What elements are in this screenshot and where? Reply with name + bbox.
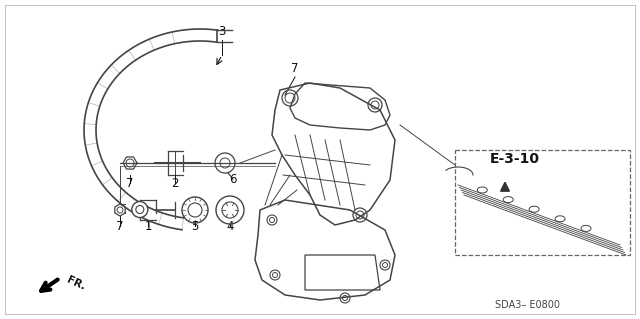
Text: 5: 5: [191, 220, 198, 233]
Text: 7: 7: [126, 177, 134, 190]
Text: 7: 7: [291, 62, 299, 75]
Text: 3: 3: [218, 25, 226, 38]
Text: FR.: FR.: [65, 274, 87, 292]
Circle shape: [132, 202, 148, 218]
Text: 2: 2: [172, 177, 179, 190]
Text: SDA3– E0800: SDA3– E0800: [495, 300, 560, 310]
Text: 1: 1: [144, 220, 152, 233]
Text: E-3-10: E-3-10: [490, 152, 540, 166]
Text: 6: 6: [229, 173, 237, 186]
Text: 7: 7: [116, 220, 124, 233]
Text: 4: 4: [227, 220, 234, 233]
